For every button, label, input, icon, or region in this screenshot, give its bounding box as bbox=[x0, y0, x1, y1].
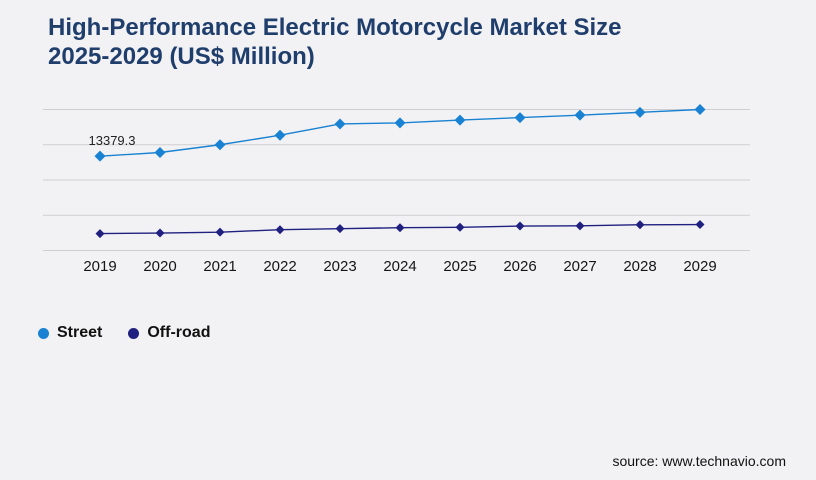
x-axis-label: 2026 bbox=[503, 258, 536, 275]
street-data-point-marker bbox=[214, 139, 226, 151]
off-road-data-point-marker bbox=[515, 221, 525, 231]
street-data-point-marker bbox=[454, 114, 466, 126]
source-attribution: source: www.technavio.com bbox=[612, 453, 786, 469]
street-data-point-marker bbox=[574, 109, 586, 121]
x-axis-label: 2025 bbox=[443, 258, 476, 275]
off-road-data-point-marker bbox=[695, 220, 705, 230]
x-axis-label: 2021 bbox=[203, 258, 236, 275]
x-axis-label: 2029 bbox=[683, 258, 716, 275]
off-road-data-point-marker bbox=[95, 229, 105, 239]
off-road-data-point-marker bbox=[275, 225, 285, 235]
x-axis-label: 2027 bbox=[563, 258, 596, 275]
legend-item-offroad: Off-road bbox=[128, 324, 210, 342]
chart-title: High-Performance Electric Motorcycle Mar… bbox=[48, 13, 708, 71]
street-data-point-marker bbox=[154, 147, 166, 159]
street-series-dot-icon bbox=[38, 327, 49, 339]
legend-label-offroad: Off-road bbox=[147, 324, 211, 341]
off-road-data-point-marker bbox=[155, 228, 165, 238]
street-data-point-marker bbox=[694, 104, 706, 115]
street-data-point-marker bbox=[394, 117, 406, 129]
off-road-data-point-marker bbox=[635, 220, 645, 230]
off-road-data-point-marker bbox=[575, 221, 585, 231]
x-axis-label: 2022 bbox=[263, 258, 296, 275]
offroad-series-dot-icon bbox=[128, 327, 140, 339]
street-data-point-marker bbox=[94, 150, 106, 162]
off-road-data-point-marker bbox=[455, 222, 465, 232]
off-road-data-point-marker bbox=[215, 227, 225, 237]
x-axis-label: 2020 bbox=[143, 258, 176, 275]
off-road-data-point-marker bbox=[335, 224, 345, 234]
x-axis-label: 2023 bbox=[323, 258, 356, 275]
market-size-line-chart: 2019 2020 2021 2022 2023 2024 2025 2026 2027 2028… bbox=[40, 95, 770, 280]
chart-legend: Street Off-road bbox=[38, 324, 210, 342]
street-data-point-marker bbox=[334, 118, 346, 130]
x-axis-label: 2028 bbox=[623, 258, 656, 275]
legend-item-street: Street bbox=[38, 324, 102, 342]
street-data-point-marker bbox=[514, 112, 526, 124]
street-data-point-marker bbox=[274, 129, 286, 141]
off-road-data-point-marker bbox=[395, 223, 405, 233]
chart-title-line-2: 2025-2029 (US$ Million) bbox=[48, 43, 315, 70]
data-point-label: 13379.3 bbox=[89, 133, 136, 148]
chart-title-line-1: High-Performance Electric Motorcycle Mar… bbox=[48, 14, 622, 41]
line-chart-canvas: 2019 2020 2021 2022 2023 2024 2025 2026 2027 2028… bbox=[43, 104, 750, 275]
street-data-point-marker bbox=[634, 106, 646, 118]
legend-label-street: Street bbox=[57, 324, 103, 341]
x-axis-label: 2019 bbox=[83, 258, 116, 275]
x-axis-label: 2024 bbox=[383, 258, 416, 275]
